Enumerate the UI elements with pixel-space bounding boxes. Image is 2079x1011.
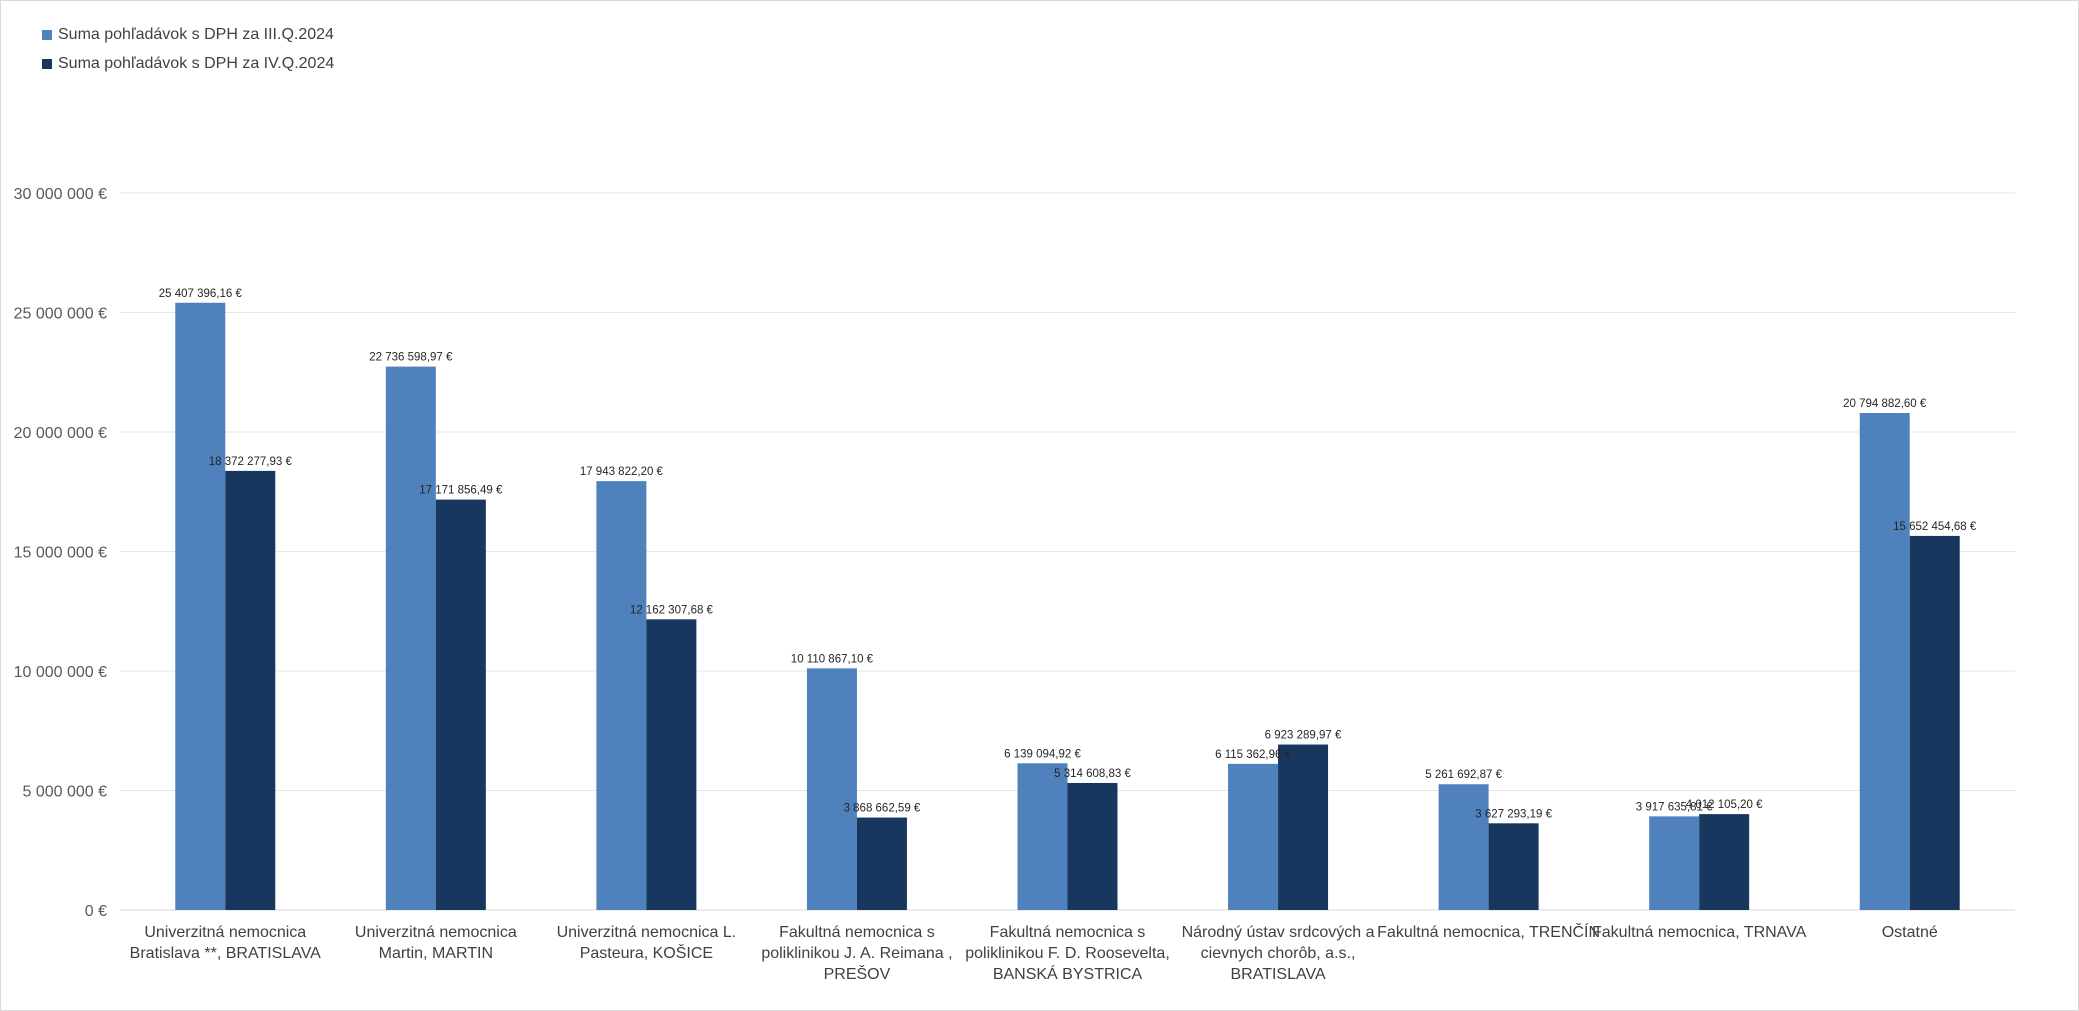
category-label: Fakultná nemocnica, TRNAVA <box>1592 924 1807 941</box>
bar-series2 <box>1909 535 1960 910</box>
data-label: 5 261 692,87 € <box>1425 769 1502 781</box>
bar-series2 <box>856 817 907 910</box>
bar-series2 <box>1699 814 1750 910</box>
bar-series2 <box>1067 782 1118 910</box>
bar-series2 <box>1488 823 1539 910</box>
data-label: 20 794 882,60 € <box>1843 398 1927 410</box>
bar-series2 <box>225 470 276 910</box>
data-label: 12 162 307,68 € <box>630 604 714 616</box>
bar-series1 <box>1859 413 1910 910</box>
legend-item-series2: Suma pohľadávok s DPH za IV.Q.2024 <box>42 49 334 78</box>
category-label: Fakultná nemocnica, TRENČÍN <box>1377 922 1600 941</box>
legend-swatch-series2 <box>42 58 52 69</box>
data-label: 3 868 662,59 € <box>844 803 921 815</box>
bar-series1 <box>1438 784 1489 910</box>
bar-series1 <box>175 302 226 910</box>
category-label: Univerzitná nemocnica L. Pasteura, KOŠICE <box>557 924 737 962</box>
y-tick-label: 15 000 000 € <box>14 545 108 562</box>
data-label: 17 171 856,49 € <box>419 485 503 497</box>
bar-series1 <box>1649 816 1700 910</box>
y-tick-label: 20 000 000 € <box>14 425 108 442</box>
data-label: 3 917 635,81 € <box>1636 801 1713 813</box>
data-label: 25 407 396,16 € <box>159 288 243 300</box>
data-labels: 25 407 396,16 € 18 372 277,93 € 22 736 598… <box>159 288 1977 821</box>
bar-series2 <box>435 499 486 910</box>
data-label: 10 110 867,10 € <box>791 653 874 665</box>
legend-label-series1: Suma pohľadávok s DPH za III.Q.2024 <box>58 25 334 43</box>
y-tick-label: 25 000 000 € <box>14 306 108 323</box>
category-labels: Univerzitná nemocnica Bratislava **, BRAT… <box>130 922 1938 983</box>
legend-item-series1: Suma pohľadávok s DPH za III.Q.2024 <box>42 20 334 49</box>
legend: Suma pohľadávok s DPH za III.Q.2024 Suma… <box>42 20 334 78</box>
data-label: 6 139 094,92 € <box>1004 748 1081 760</box>
y-tick-label: 0 € <box>85 903 107 920</box>
data-label: 5 314 608,83 € <box>1054 768 1131 780</box>
data-label: 3 627 293,19 € <box>1475 808 1552 820</box>
data-label: 17 943 822,20 € <box>580 466 664 478</box>
category-label: Ostatné <box>1882 924 1938 941</box>
category-label: Univerzitná nemocnica Bratislava **, BRAT… <box>130 924 322 962</box>
y-tick-label: 5 000 000 € <box>22 784 107 801</box>
category-label: Fakultná nemocnica s poliklinikou F. D. R… <box>965 924 1170 983</box>
category-label: Národný ústav srdcových a cievnych chorôb… <box>1182 924 1375 983</box>
bar-series2 <box>646 619 697 910</box>
bars <box>175 302 1960 910</box>
data-label: 22 736 598,97 € <box>369 352 453 364</box>
data-label: 18 372 277,93 € <box>209 456 293 468</box>
y-axis-ticks: 0 € 5 000 000 € 10 000 000 € 15 000 000 € 20… <box>14 186 108 920</box>
bar-series1 <box>385 366 436 910</box>
bar-series1 <box>1017 763 1068 910</box>
category-label: Univerzitná nemocnica Martin, MARTIN <box>355 924 517 962</box>
bar-series1 <box>1228 763 1279 910</box>
y-tick-label: 10 000 000 € <box>14 664 108 681</box>
y-tick-label: 30 000 000 € <box>14 186 108 203</box>
data-label: 15 652 454,68 € <box>1893 521 1977 533</box>
data-label: 6 923 289,97 € <box>1265 730 1342 742</box>
bar-series2 <box>1278 744 1329 910</box>
data-label: 6 115 362,96 € <box>1215 749 1291 761</box>
bar-series1 <box>596 481 647 910</box>
category-label: Fakultná nemocnica s poliklinikou J. A. R… <box>761 924 952 983</box>
legend-label-series2: Suma pohľadávok s DPH za IV.Q.2024 <box>58 54 335 72</box>
legend-swatch-series1 <box>42 29 52 40</box>
bar-series1 <box>806 668 857 910</box>
data-label: 4 012 105,20 € <box>1686 799 1763 811</box>
